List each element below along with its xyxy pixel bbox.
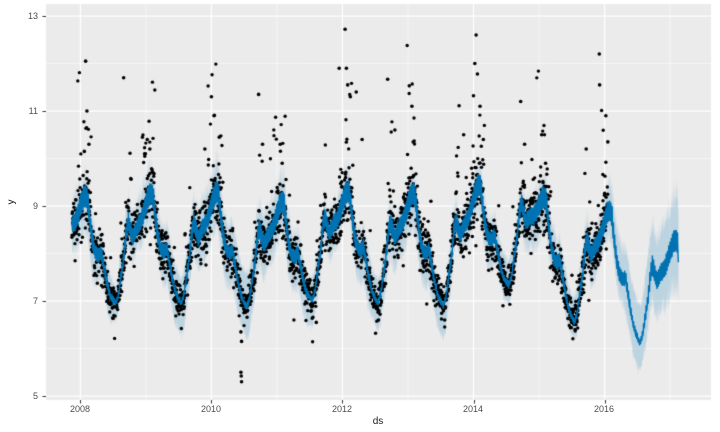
y-axis-tick-label: 13 — [27, 11, 38, 21]
x-axis-tick-label: 2008 — [69, 404, 91, 414]
x-axis-tick-label: 2014 — [462, 404, 484, 414]
y-axis-tick-label: 9 — [32, 201, 38, 211]
x-axis-tick-label: 2012 — [331, 404, 353, 414]
x-axis-tick-label: 2010 — [200, 404, 222, 414]
y-axis-tick-label: 5 — [32, 391, 38, 401]
y-axis-tick-label: 11 — [28, 106, 38, 116]
x-axis-tick-label: 2016 — [593, 404, 615, 414]
x-axis-title: ds — [372, 416, 384, 427]
y-axis-title: y — [6, 199, 17, 205]
y-axis-tick-label: 7 — [32, 296, 38, 306]
